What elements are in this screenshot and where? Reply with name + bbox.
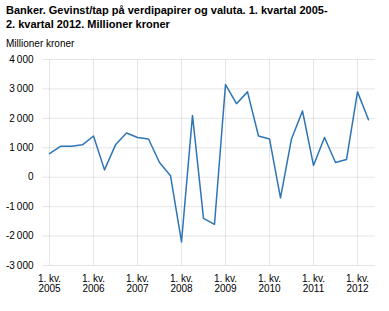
svg-text:0: 0 — [28, 171, 34, 182]
svg-text:1. kv.2011: 1. kv.2011 — [302, 272, 325, 293]
svg-text:-1 000: -1 000 — [6, 200, 34, 211]
svg-text:4 000: 4 000 — [9, 53, 34, 64]
svg-text:1. kv.2010: 1. kv.2010 — [258, 272, 281, 293]
svg-text:1. kv.2006: 1. kv.2006 — [82, 272, 105, 293]
html-text:Banker. Gevinst/tap på verdipa: Banker. Gevinst/tap på verdipapirer og v… — [6, 4, 328, 30]
svg-text:1. kv.2012: 1. kv.2012 — [346, 272, 369, 293]
svg-text:-2 000: -2 000 — [6, 230, 34, 241]
svg-text:2 000: 2 000 — [9, 112, 34, 123]
svg-text:1 000: 1 000 — [9, 141, 34, 152]
html-text:Millioner kroner: Millioner kroner — [6, 37, 75, 49]
svg-text:3 000: 3 000 — [9, 83, 34, 94]
svg-text:1. kv.2008: 1. kv.2008 — [170, 272, 193, 293]
svg-text:1. kv.2009: 1. kv.2009 — [214, 272, 237, 293]
svg-text:1. kv.2007: 1. kv.2007 — [126, 272, 149, 293]
svg-text:-3 000: -3 000 — [6, 259, 34, 270]
svg-text:1. kv.2005: 1. kv.2005 — [38, 272, 61, 293]
